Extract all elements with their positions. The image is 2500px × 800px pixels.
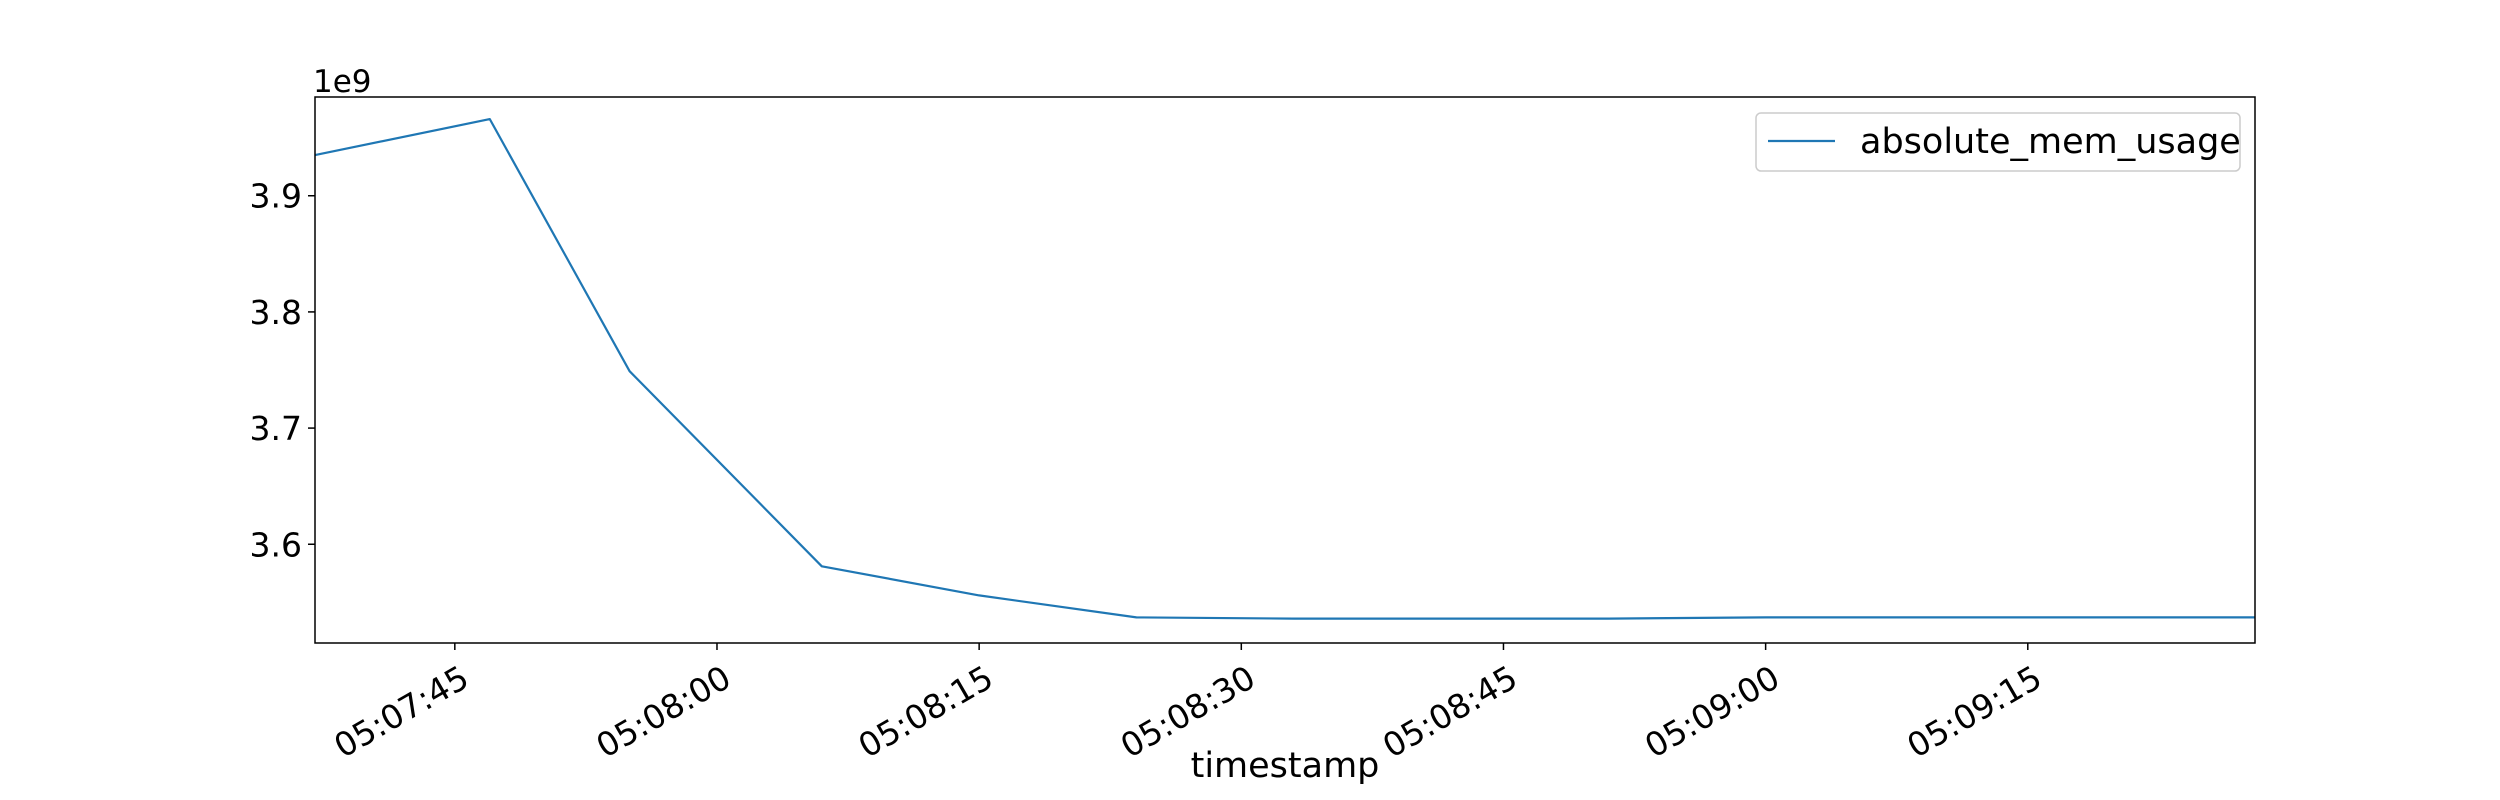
- series-line-absolute_mem_usage: [314, 117, 2255, 620]
- x-axis-ticks: 05:07:45 05:08:00 05:08:15 05:08:30 05:08:45…: [327, 643, 2048, 766]
- plot-frame: [314, 96, 2256, 644]
- x-tick-label: 05:08:15: [852, 658, 1000, 766]
- legend: absolute_mem_usage: [1755, 112, 2241, 172]
- y-axis-ticks: 3.6 3.7 3.8 3.9: [250, 177, 315, 564]
- x-axis-title: timestamp: [1191, 746, 1380, 786]
- x-tick-label: 05:09:15: [1900, 658, 2048, 766]
- y-offset-label: 1e9: [313, 64, 372, 100]
- x-tick-label: 05:08:00: [590, 658, 738, 766]
- x-tick-label: 05:09:00: [1638, 658, 1786, 766]
- x-tick-label: 05:08:45: [1376, 658, 1524, 766]
- y-tick-label: 3.9: [250, 177, 302, 216]
- y-tick-label: 3.8: [250, 293, 302, 332]
- legend-box: [1755, 112, 2241, 172]
- y-tick-label: 3.6: [250, 525, 302, 564]
- x-tick-label: 05:07:45: [327, 658, 475, 766]
- plot-area: [315, 97, 2255, 643]
- y-tick-label: 3.7: [250, 409, 302, 448]
- series-layer: [314, 117, 2255, 620]
- legend-label: absolute_mem_usage: [1860, 122, 2241, 162]
